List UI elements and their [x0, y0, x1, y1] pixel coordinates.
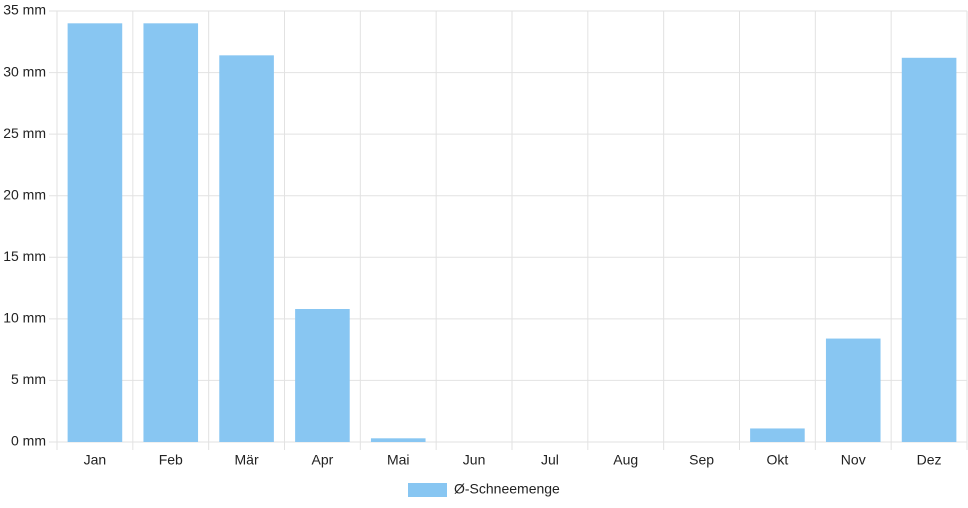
bar: [825, 338, 881, 442]
x-tick-label: Apr: [312, 452, 334, 468]
x-tick-label: Sep: [689, 452, 714, 468]
y-tick-label: 10 mm: [3, 310, 46, 326]
bar: [750, 428, 805, 442]
x-tick-label: Jun: [463, 452, 486, 468]
bar: [901, 57, 957, 443]
y-tick-label: 15 mm: [3, 248, 46, 264]
y-tick-label: 0 mm: [11, 433, 46, 449]
x-tick-label: Mai: [387, 452, 410, 468]
x-tick-label: Jan: [84, 452, 107, 468]
x-tick-label: Okt: [767, 452, 789, 468]
bar: [219, 55, 274, 443]
bar: [143, 23, 199, 443]
legend-label: Ø-Schneemenge: [454, 481, 560, 497]
x-tick-label: Nov: [841, 452, 866, 468]
x-tick-label: Feb: [159, 452, 183, 468]
bar: [370, 438, 426, 442]
x-tick-label: Jul: [541, 452, 559, 468]
y-tick-label: 35 mm: [3, 2, 46, 18]
bar: [295, 309, 350, 442]
bar: [67, 23, 123, 443]
x-tick-label: Aug: [613, 452, 638, 468]
y-tick-label: 5 mm: [11, 371, 46, 387]
legend-swatch: [408, 483, 447, 497]
x-tick-label: Dez: [917, 452, 942, 468]
y-tick-label: 20 mm: [3, 186, 46, 202]
x-tick-label: Mär: [235, 452, 259, 468]
y-tick-label: 25 mm: [3, 125, 46, 141]
y-tick-label: 30 mm: [3, 63, 46, 79]
